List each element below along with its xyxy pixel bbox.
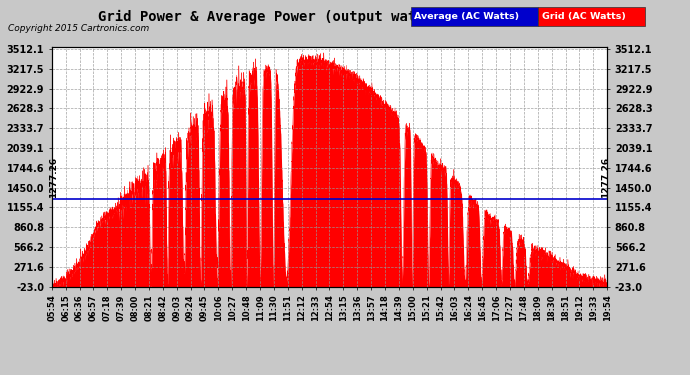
Text: Grid (AC Watts): Grid (AC Watts) <box>542 12 626 21</box>
Text: Average (AC Watts): Average (AC Watts) <box>414 12 519 21</box>
Text: Copyright 2015 Cartronics.com: Copyright 2015 Cartronics.com <box>8 24 150 33</box>
Text: 1277.26: 1277.26 <box>601 157 610 198</box>
Text: Grid Power & Average Power (output watts)  Tue Aug 11 20:00: Grid Power & Average Power (output watts… <box>98 9 592 24</box>
Text: 1277.26: 1277.26 <box>49 157 58 198</box>
